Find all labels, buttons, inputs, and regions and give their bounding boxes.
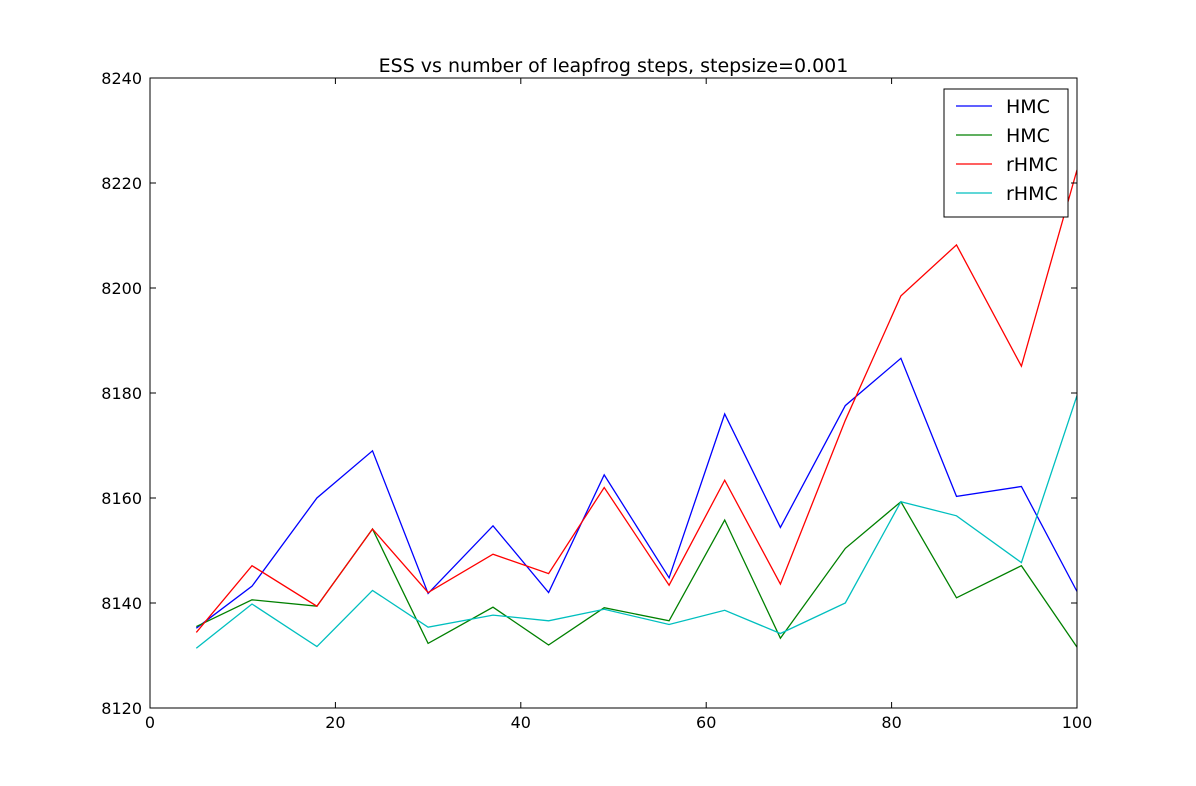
series-line-3 bbox=[195, 169, 1077, 633]
series-layer bbox=[195, 169, 1077, 649]
chart-title: ESS vs number of leapfrog steps, stepsiz… bbox=[379, 55, 849, 77]
y-tick-label: 8120 bbox=[101, 699, 142, 718]
x-tick-label: 100 bbox=[1062, 713, 1093, 732]
legend-label-1: HMC bbox=[1006, 96, 1050, 118]
x-tick-label: 20 bbox=[325, 713, 345, 732]
series-line-1 bbox=[195, 357, 1077, 629]
legend: HMC HMC rHMC rHMC bbox=[943, 88, 1069, 218]
y-tick-label: 8180 bbox=[101, 384, 142, 403]
x-tick-label: 40 bbox=[511, 713, 531, 732]
legend-box bbox=[943, 88, 1069, 218]
y-tick-label: 8240 bbox=[101, 69, 142, 88]
legend-label-4: rHMC bbox=[1006, 183, 1058, 205]
y-tick-label: 8160 bbox=[101, 489, 142, 508]
y-tick-label: 8200 bbox=[101, 279, 142, 298]
x-tick-label: 60 bbox=[696, 713, 716, 732]
y-tick-label: 8140 bbox=[101, 594, 142, 613]
legend-label-2: HMC bbox=[1006, 125, 1050, 147]
y-tick-label: 8220 bbox=[101, 174, 142, 193]
series-line-4 bbox=[195, 395, 1077, 649]
x-tick-label: 0 bbox=[145, 713, 155, 732]
legend-label-3: rHMC bbox=[1006, 154, 1058, 176]
x-tick-label: 80 bbox=[881, 713, 901, 732]
ticks-layer: 0 20 40 60 80 100 8120 8140 8160 8180 8200 8220 8240 bbox=[101, 69, 1092, 732]
